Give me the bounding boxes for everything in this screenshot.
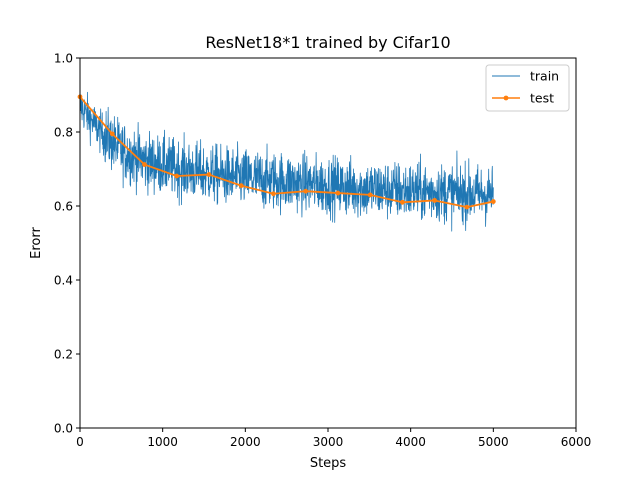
chart-title: ResNet18*1 trained by Cifar10 <box>205 33 450 52</box>
x-axis-label: Steps <box>310 456 347 471</box>
train-series <box>79 91 494 232</box>
y-tick-label: 0.0 <box>54 422 73 436</box>
x-tick-label: 6000 <box>561 435 592 449</box>
test-point <box>271 191 276 197</box>
x-tick-label: 2000 <box>230 435 261 449</box>
test-point <box>400 199 405 205</box>
legend: train test <box>485 64 570 112</box>
x-tick-label: 3000 <box>313 435 344 449</box>
y-tick-label: 0.4 <box>54 274 73 288</box>
test-point <box>109 131 115 137</box>
x-tick-label: 4000 <box>395 435 426 449</box>
x-tick-label: 0 <box>76 435 84 449</box>
test-point <box>335 190 341 196</box>
legend-train-label: train <box>530 69 559 84</box>
legend-test-marker <box>503 95 509 101</box>
x-tick-label: 5000 <box>478 435 509 449</box>
y-tick-label: 0.8 <box>54 126 73 140</box>
test-point <box>142 162 147 167</box>
train-line <box>79 91 494 232</box>
test-line <box>79 96 494 209</box>
legend-test-label: test <box>530 91 554 106</box>
test-point <box>206 172 212 177</box>
y-tick-label: 0.2 <box>54 348 73 362</box>
test-point <box>490 199 496 204</box>
x-axis: 0 1000 2000 3000 4000 5000 6000 <box>76 428 591 449</box>
y-tick-label: 0.6 <box>54 200 73 214</box>
y-tick-label: 1.0 <box>54 52 73 66</box>
x-tick-label: 1000 <box>147 435 178 449</box>
test-point <box>238 183 244 189</box>
test-point <box>464 204 470 210</box>
test-point <box>174 173 180 179</box>
y-axis: 0.0 0.2 0.4 0.6 0.8 1.0 <box>54 52 80 436</box>
test-point <box>367 192 373 198</box>
y-axis-label: Erorr <box>29 227 44 259</box>
test-point <box>432 198 438 203</box>
test-point <box>303 188 309 194</box>
